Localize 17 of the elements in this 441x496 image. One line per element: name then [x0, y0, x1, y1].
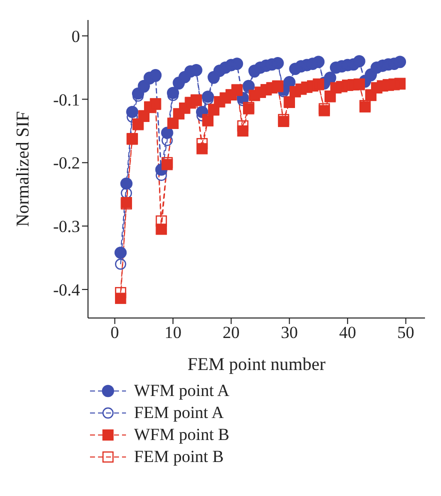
x-tick-label: 10	[164, 323, 182, 342]
x-tick-label: 30	[280, 323, 298, 342]
x-tick-label: 40	[339, 323, 356, 342]
y-tick-label: -0.2	[53, 154, 80, 173]
legend-label: WFM point B	[134, 425, 230, 445]
y-tick-label: -0.4	[53, 280, 80, 300]
y-tick-label: 0	[72, 26, 80, 46]
y-tick-label: -0.3	[53, 217, 80, 236]
x-tick-label: 0	[110, 323, 120, 342]
y-tick-label: -0.1	[53, 90, 80, 110]
x-axis-title: FEM point number	[188, 354, 326, 374]
x-tick-label: 50	[397, 323, 414, 342]
legend-label: FEM point B	[134, 447, 224, 467]
legend-label: FEM point A	[134, 403, 224, 423]
y-axis-title: Normalized SIF	[12, 111, 32, 227]
x-tick-label: 20	[222, 323, 240, 342]
legend-label: WFM point A	[134, 381, 230, 401]
